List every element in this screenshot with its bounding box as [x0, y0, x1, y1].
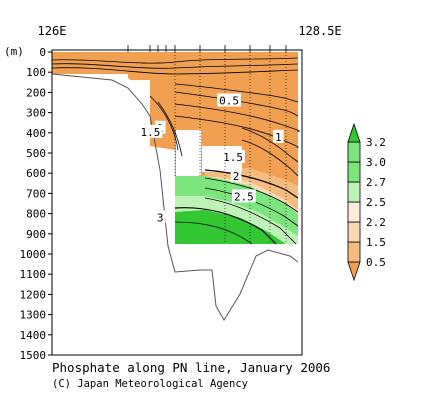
plot-frame [51, 49, 303, 356]
contour-label-bg [221, 150, 245, 164]
contour-label: 2 [233, 170, 240, 183]
nodata-mask-3 [176, 130, 201, 176]
phosphate-band-1-5 [205, 168, 298, 210]
colorbar-segment [347, 161, 361, 183]
y-axis-label: (m) [4, 45, 24, 58]
colorbar-label: 3.0 [366, 156, 386, 169]
colorbar-label: 2.5 [366, 196, 386, 209]
credit-text: (C) Japan Meteorological Agency [52, 378, 248, 390]
y-tick-label: 1000 [20, 248, 47, 261]
y-tick-label: 1300 [20, 309, 47, 322]
y-tick-label: 900 [26, 228, 46, 241]
colorbar-segment [347, 122, 361, 143]
colorbar-segment [347, 201, 361, 223]
colorbar-segment [347, 241, 361, 263]
y-tick-label: 1400 [20, 329, 47, 342]
contour-label: 1.5 [223, 151, 243, 164]
y-tick-label: 300 [26, 107, 46, 120]
nodata-mask-2 [128, 80, 150, 106]
contour-label-bg [217, 93, 242, 107]
colorbar-label: 3.2 [366, 136, 386, 149]
y-tick-label: 1100 [20, 268, 47, 281]
y-tick-label: 0 [39, 46, 46, 59]
colorbar-segment [347, 181, 361, 203]
contour-label: 0.5 [219, 94, 239, 107]
phosphate-band-3-2 [175, 210, 286, 244]
chart-title: Phosphate along PN line, January 2006 [52, 360, 330, 375]
colorbar-segment [347, 261, 361, 282]
contour-label-bg [273, 129, 284, 143]
colorbar-label: 2.2 [366, 216, 386, 229]
contour-label: 1 [275, 131, 282, 144]
x-tick-label-start: 126E [38, 24, 67, 38]
contour-label: 1.5 [140, 126, 160, 139]
x-tick-label-end: 128.5E [298, 24, 341, 38]
y-tick-label: 700 [26, 187, 46, 200]
bottom-topography [52, 73, 299, 321]
y-tick-label: 200 [26, 86, 46, 99]
colorbar-label: 1.5 [366, 236, 386, 249]
colorbar-label: 2.7 [366, 176, 386, 189]
contour-label-bg [138, 124, 163, 138]
y-axis-ticks: 0 100 200 300 400 500 600 700 800 900 1000 1100 1200… [20, 46, 52, 362]
contour-label-bg [154, 210, 166, 224]
colorbar-segment [347, 141, 361, 163]
y-tick-label: 1200 [20, 288, 47, 301]
y-tick-label: 600 [26, 167, 46, 180]
contour-labels: 0.511.511.522.53 [138, 93, 284, 225]
y-tick-label: 100 [26, 66, 46, 79]
nodata-mask-1 [52, 74, 128, 88]
colorbar-segment [347, 221, 361, 243]
contour-label-bg [231, 189, 256, 203]
station-ticks [127, 45, 287, 52]
y-tick-label: 800 [26, 208, 46, 221]
y-tick-label: 400 [26, 127, 46, 140]
section-fill [52, 52, 300, 321]
y-tick-label: 1500 [20, 349, 47, 362]
contour-label: 3 [157, 212, 164, 225]
station-lines [174, 52, 287, 244]
contour-label: 2.5 [234, 190, 254, 203]
y-tick-label: 500 [26, 147, 46, 160]
colorbar: 0.5 1.5 2.2 2.5 2.7 3.0 3.2 [347, 122, 386, 282]
colorbar-label: 0.5 [366, 256, 386, 269]
contour-label-bg [230, 169, 242, 183]
